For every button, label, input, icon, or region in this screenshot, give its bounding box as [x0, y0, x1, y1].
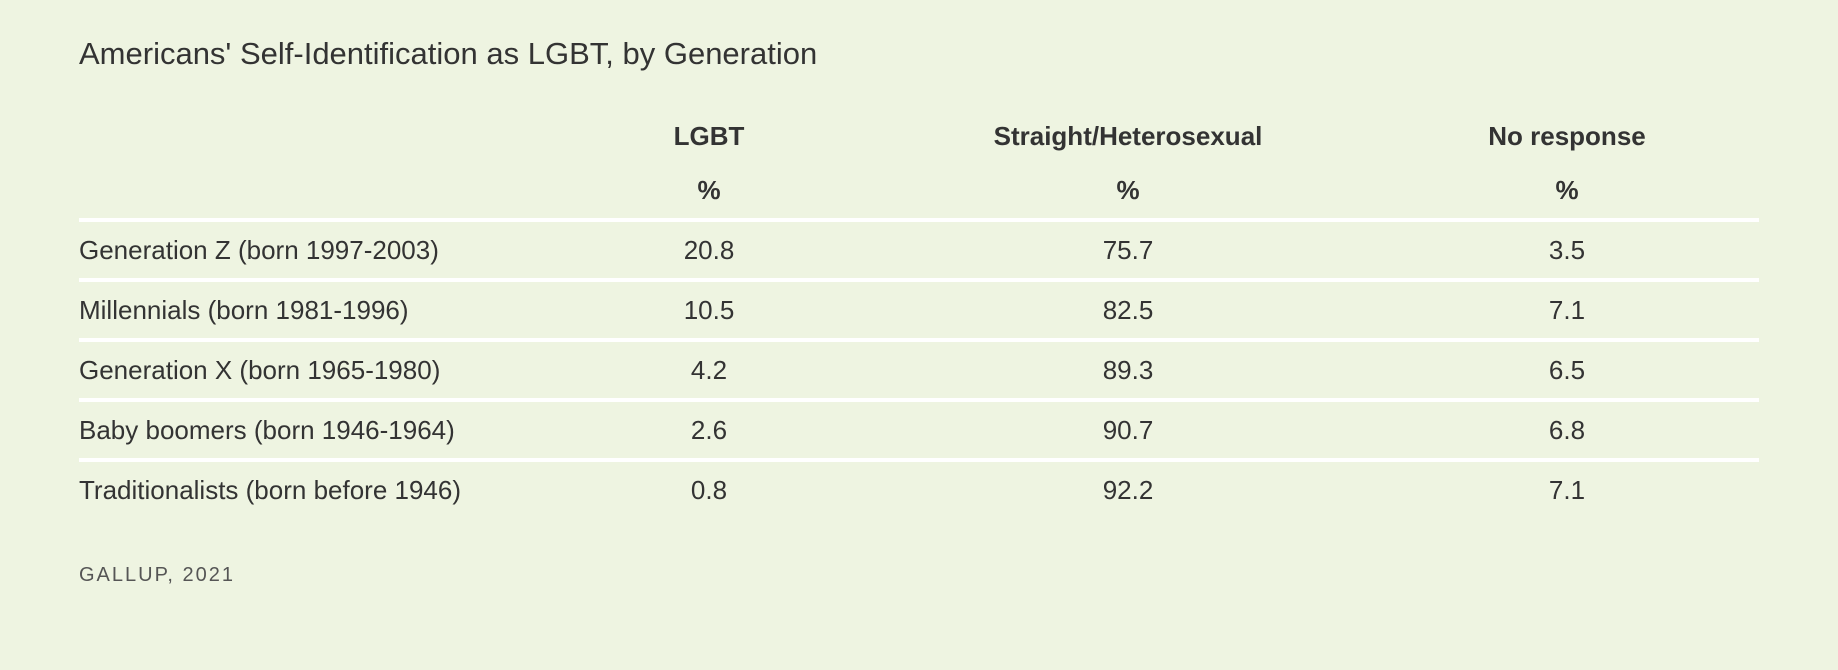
table-row: Millennials (born 1981-1996) 10.5 82.5 7…	[79, 280, 1759, 342]
row-label: Generation Z (born 1997-2003)	[79, 220, 537, 282]
column-header-no-response: No response	[1488, 120, 1646, 151]
data-table: LGBT Straight/Heterosexual No response %…	[79, 110, 1759, 518]
unit-label-lgbt: %	[537, 162, 881, 222]
column-header-lgbt: LGBT	[673, 120, 745, 151]
row-label-unit	[79, 162, 537, 222]
row-label: Traditionalists (born before 1946)	[79, 474, 462, 505]
column-header-straight: Straight/Heterosexual	[993, 120, 1263, 151]
unit-label-no-response: %	[1375, 162, 1759, 222]
row-label: Millennials (born 1981-1996)	[79, 280, 537, 342]
cell-no-response: 6.8	[1375, 400, 1759, 462]
unit-header-row: % % %	[79, 162, 1759, 222]
cell-lgbt: 10.5	[537, 280, 881, 342]
source-note: GALLUP, 2021	[79, 564, 235, 586]
column-header-row: LGBT Straight/Heterosexual No response	[79, 110, 1759, 162]
row-label-header	[79, 110, 537, 162]
row-label: Baby boomers (born 1946-1964)	[79, 400, 537, 462]
cell-straight: 82.5	[881, 280, 1375, 342]
chart-title: Americans' Self-Identification as LGBT, …	[79, 36, 818, 71]
cell-lgbt: 2.6	[537, 400, 881, 462]
row-label: Generation X (born 1965-1980)	[79, 340, 537, 402]
table-row: Generation X (born 1965-1980) 4.2 89.3 6…	[79, 340, 1759, 402]
cell-lgbt: 20.8	[537, 220, 881, 282]
cell-lgbt: 4.2	[537, 340, 881, 402]
cell-straight: 92.2	[1102, 474, 1154, 505]
cell-straight: 90.7	[881, 400, 1375, 462]
table-row: Traditionalists (born before 1946) 0.8 9…	[79, 460, 1759, 518]
cell-no-response: 7.1	[1375, 280, 1759, 342]
table-row: Generation Z (born 1997-2003) 20.8 75.7 …	[79, 220, 1759, 282]
unit-label-straight: %	[881, 162, 1375, 222]
cell-straight: 89.3	[881, 340, 1375, 402]
table-row: Baby boomers (born 1946-1964) 2.6 90.7 6…	[79, 400, 1759, 462]
cell-lgbt: 0.8	[690, 474, 728, 505]
cell-no-response: 6.5	[1375, 340, 1759, 402]
cell-no-response: 7.1	[1548, 474, 1586, 505]
cell-straight: 75.7	[881, 220, 1375, 282]
cell-no-response: 3.5	[1375, 220, 1759, 282]
